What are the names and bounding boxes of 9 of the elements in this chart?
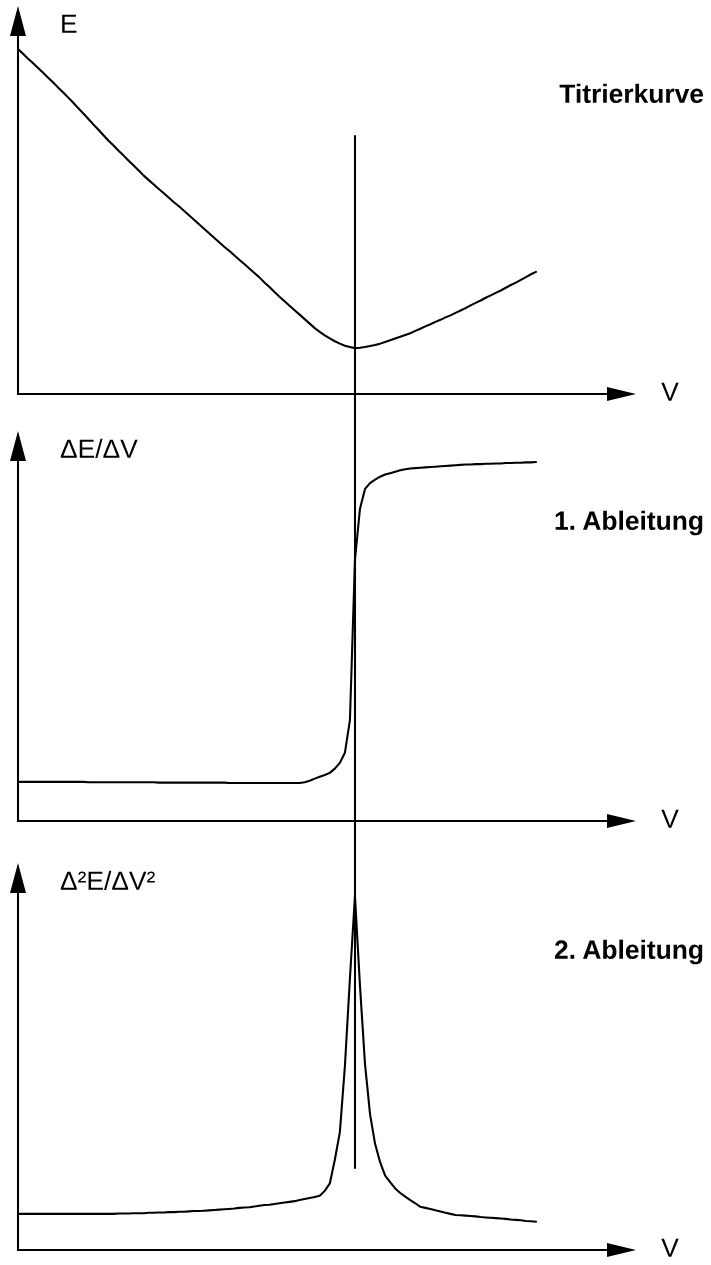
text: 2. Ableitung [554, 939, 703, 965]
x-axis-title: V [661, 809, 679, 828]
text: Titrierkurve [559, 83, 704, 104]
x-axis-title: V [661, 382, 679, 401]
y-axis-title: ΔE/ΔV [60, 438, 138, 459]
x-axis-title: V [661, 1238, 679, 1257]
y-axis-title: Δ²E/ΔV² [60, 870, 155, 891]
text: 1. Ableitung [555, 510, 703, 536]
y-axis-title: E [62, 14, 77, 33]
